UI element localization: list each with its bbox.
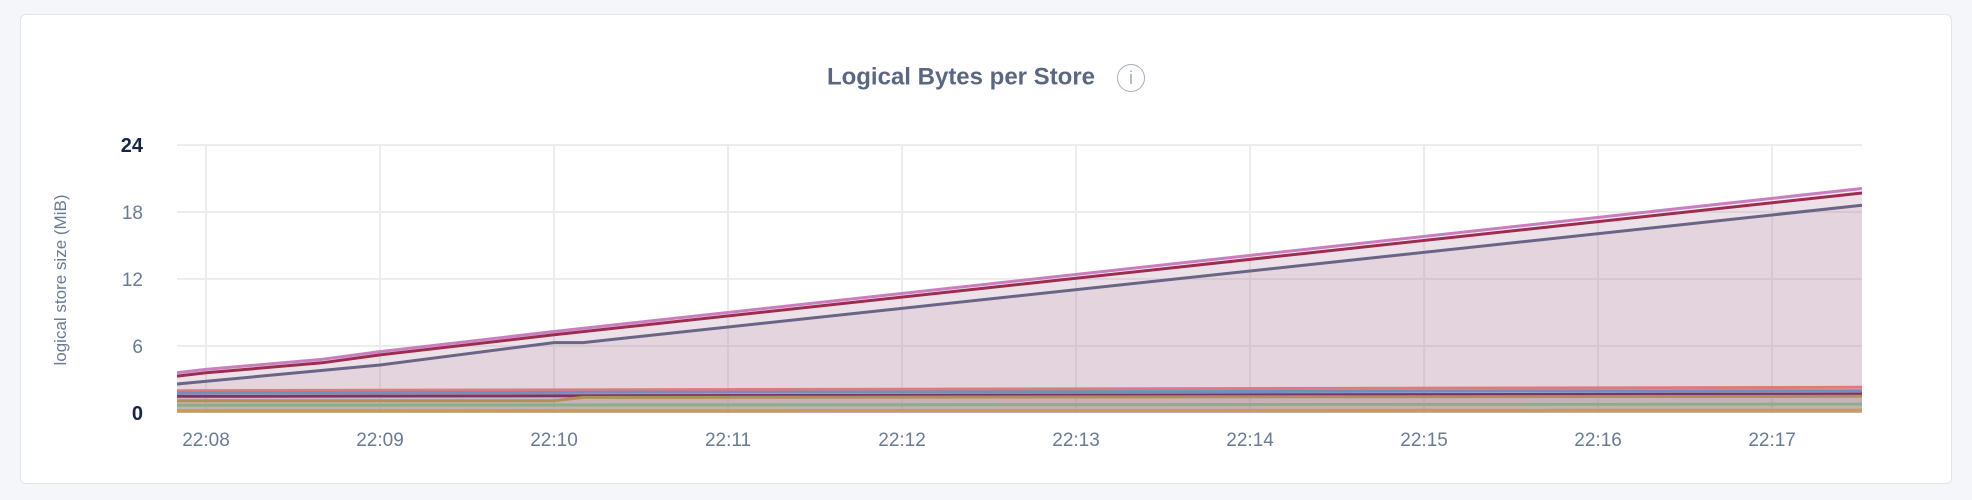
series-line-7 [176,402,1863,407]
info-icon[interactable]: i [1117,63,1146,92]
x-tick-label: 22:09 [356,430,404,451]
series-line-5 [176,392,1863,398]
x-tick-label: 22:11 [705,430,751,451]
y-tick-label: 18 [122,203,143,224]
x-tick-label: 22:15 [1400,430,1448,451]
series-line-4 [176,389,1863,395]
series-area-1 [177,193,1862,413]
x-tick-label: 22:16 [1574,430,1622,451]
series-area-0 [177,188,1862,413]
x-tick-label: 22:10 [530,430,578,451]
series-line-2 [176,203,1863,386]
y-axis-label: logical store size (MiB) [51,195,70,366]
chart-title: Logical Bytes per Store [826,63,1096,91]
x-tick-label: 22:12 [878,430,926,451]
chart-title-row: Logical Bytes per Store i [21,63,1951,92]
series-line-1 [176,191,1863,378]
y-tick-label: 0 [132,403,143,425]
y-tick-label: 12 [122,270,143,291]
x-tick-label: 22:17 [1748,430,1796,451]
series-area-2 [177,205,1862,413]
x-tick-label: 22:13 [1052,430,1100,451]
series-line-0 [176,187,1863,375]
y-tick-label: 6 [132,337,143,358]
series-line-6 [177,394,1863,403]
y-tick-label: 24 [121,135,144,157]
x-tick-label: 22:14 [1226,430,1274,451]
series-line-3 [176,385,1863,393]
x-tick-label: 22:08 [182,430,230,451]
series-line-8 [176,408,1863,413]
